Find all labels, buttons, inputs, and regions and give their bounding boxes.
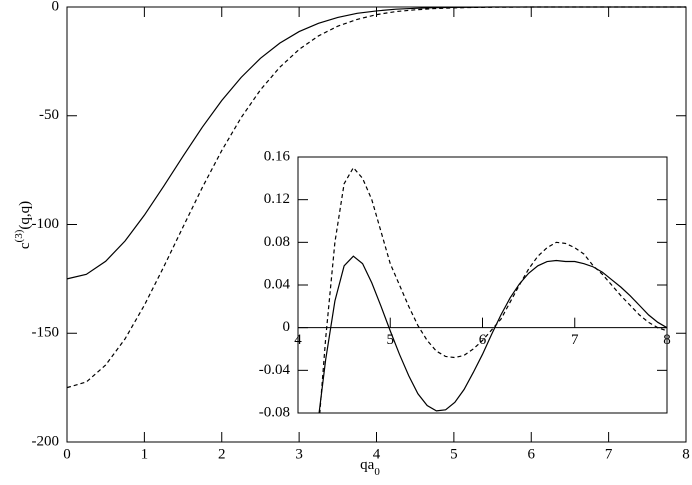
plot-area: [297, 156, 668, 414]
x-tick-label: 4: [294, 332, 302, 348]
x-tick-label: 8: [682, 446, 690, 462]
y-tick-label: 0.16: [264, 148, 291, 164]
x-tick-label: 4: [373, 446, 381, 462]
y-label-base: c: [17, 242, 33, 249]
x-tick-label: 2: [218, 446, 226, 462]
x-tick-label: 5: [387, 332, 395, 348]
x-tick-label: 7: [571, 332, 579, 348]
y-tick-label: 0: [52, 0, 60, 14]
y-tick-label: 0.08: [264, 234, 290, 250]
x-tick-label: 5: [450, 446, 458, 462]
x-tick-label: 8: [663, 332, 671, 348]
x-label-sub: 0: [374, 466, 380, 478]
y-tick-label: -100: [32, 216, 60, 232]
y-tick-label: -150: [32, 325, 60, 341]
y-tick-label: 0.12: [264, 191, 290, 207]
x-tick-label: 0: [63, 446, 71, 462]
x-label-base: qa: [360, 457, 375, 473]
y-tick-label: 0.04: [264, 276, 291, 292]
y-label-rest: (q,q): [17, 201, 33, 230]
x-tick-label: 6: [528, 446, 536, 462]
y-tick-label: -200: [32, 433, 60, 449]
y-label-sup: (3): [13, 229, 25, 242]
x-tick-label: 7: [605, 446, 613, 462]
series-line: [319, 166, 667, 413]
x-axis-label: qa0: [360, 457, 380, 477]
y-tick-label: 0: [283, 319, 291, 335]
series-line: [66, 6, 686, 389]
x-tick-label: 3: [295, 446, 303, 462]
x-tick-label: 1: [141, 446, 149, 462]
series-line: [318, 255, 667, 413]
y-tick-label: -0.04: [259, 362, 291, 378]
y-tick-label: -50: [39, 107, 59, 123]
y-tick-label: -0.08: [259, 404, 290, 420]
y-axis-label: c(3)(q,q): [13, 201, 34, 249]
